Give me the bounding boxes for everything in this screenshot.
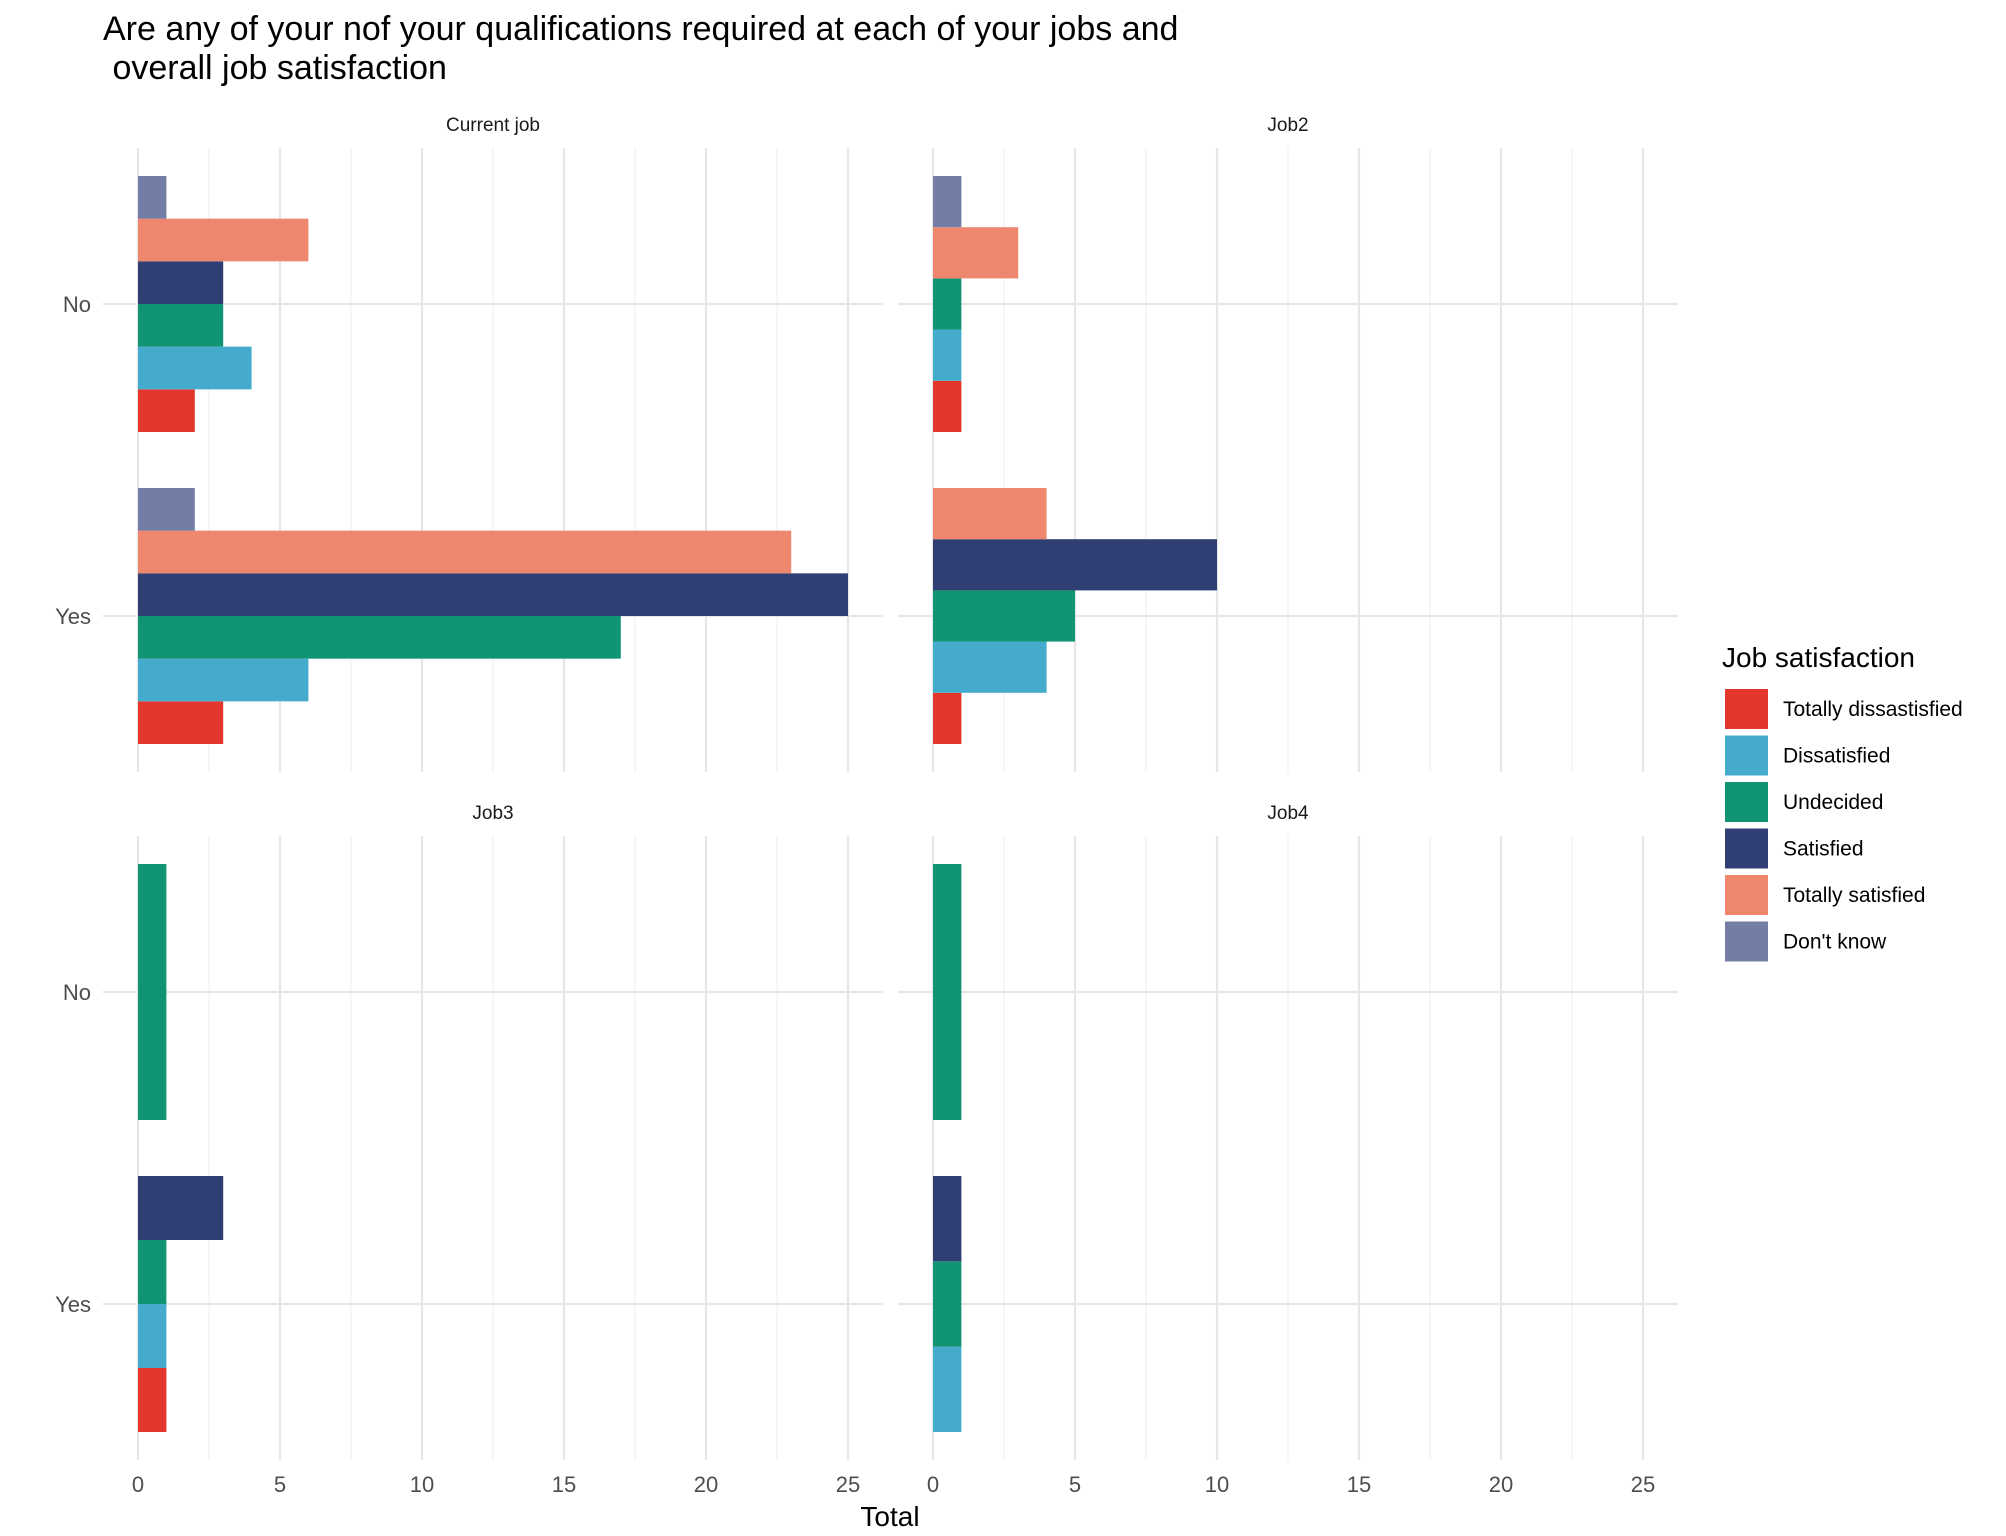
chart-title-line-2: overall job satisfaction <box>103 49 447 87</box>
bar-job2-no-totally-dissastisfied <box>933 380 962 432</box>
bar-current-job-no-satisfied <box>138 261 224 304</box>
bar-job3-yes-dissatisfied <box>138 1304 167 1368</box>
bar-job2-no-don-t-know <box>933 176 962 228</box>
bar-job2-yes-totally-satisfied <box>933 488 1047 540</box>
x-tick-label: 25 <box>836 1472 860 1497</box>
legend-label-dissatisfied: Dissatisfied <box>1783 745 1890 768</box>
x-tick-label: 15 <box>552 1472 576 1497</box>
x-tick-label: 25 <box>1631 1472 1655 1497</box>
x-tick-label: 10 <box>1205 1472 1229 1497</box>
bar-current-job-yes-satisfied <box>138 573 848 616</box>
bar-current-job-yes-totally-satisfied <box>138 530 792 574</box>
bar-current-job-yes-undecided <box>138 616 621 659</box>
bar-job3-yes-satisfied <box>138 1176 224 1240</box>
bar-job2-yes-satisfied <box>933 539 1217 591</box>
panel-job4: Job4 0 5 10 15 20 25 <box>898 803 1678 1497</box>
y-tick-label: No <box>63 292 91 317</box>
panel-title: Current job <box>446 115 540 136</box>
x-tick-label: 15 <box>1347 1472 1371 1497</box>
legend-key-satisfied <box>1725 828 1768 869</box>
bar-job4-yes-satisfied <box>933 1176 962 1262</box>
legend-key-don-t-know <box>1725 921 1768 962</box>
panel-job2: Job2 <box>898 115 1678 772</box>
bar-current-job-no-totally-satisfied <box>138 218 309 262</box>
bar-job4-yes-undecided <box>933 1261 962 1347</box>
legend-key-totally-dissastisfied <box>1725 689 1768 729</box>
x-tick-label: 5 <box>274 1472 286 1497</box>
bar-current-job-yes-totally-dissastisfied <box>138 701 224 744</box>
bar-job3-yes-undecided <box>138 1240 167 1304</box>
bar-job2-yes-totally-dissastisfied <box>933 692 962 744</box>
panel-current-job: Current job No Yes <box>55 115 883 772</box>
x-tick-label: 5 <box>1069 1472 1081 1497</box>
x-axis-label: Total <box>860 1501 919 1532</box>
x-tick-label: 20 <box>694 1472 718 1497</box>
bar-current-job-yes-dissatisfied <box>138 658 309 702</box>
legend-label-don-t-know: Don't know <box>1783 931 1887 954</box>
bar-current-job-no-totally-dissastisfied <box>138 389 195 432</box>
bar-job2-no-totally-satisfied <box>933 227 1019 279</box>
bar-job4-yes-dissatisfied <box>933 1346 962 1432</box>
legend-label-satisfied: Satisfied <box>1783 838 1864 861</box>
bar-job2-no-dissatisfied <box>933 329 962 381</box>
chart-title-line-1: Are any of your nof your qualifications … <box>103 10 1178 48</box>
bar-current-job-no-undecided <box>138 304 224 347</box>
legend-key-dissatisfied <box>1725 735 1768 776</box>
x-tick-label: 20 <box>1489 1472 1513 1497</box>
x-tick-label: 10 <box>410 1472 434 1497</box>
bar-current-job-no-don-t-know <box>138 176 167 219</box>
bar-job4-no-undecided <box>933 864 962 1120</box>
panel-title: Job2 <box>1267 115 1308 136</box>
bar-current-job-yes-don-t-know <box>138 488 195 531</box>
bar-job2-yes-undecided <box>933 590 1075 642</box>
panel-title: Job3 <box>472 803 513 824</box>
y-tick-label: No <box>63 980 91 1005</box>
legend-label-totally-dissastisfied: Totally dissastisfied <box>1783 698 1963 721</box>
bar-job3-no-undecided <box>138 864 167 1120</box>
legend-label-undecided: Undecided <box>1783 791 1883 814</box>
legend: Job satisfaction Totally dissastisfied Di… <box>1722 642 1963 962</box>
legend-title: Job satisfaction <box>1722 642 1915 673</box>
y-tick-label: Yes <box>55 1292 91 1317</box>
legend-key-undecided <box>1725 782 1768 822</box>
bar-current-job-no-dissatisfied <box>138 346 252 390</box>
legend-key-totally-satisfied <box>1725 875 1768 915</box>
panel-title: Job4 <box>1267 803 1309 824</box>
bar-job2-yes-dissatisfied <box>933 641 1047 693</box>
y-tick-label: Yes <box>55 604 91 629</box>
panel-job3: Job3 No Yes 0 5 10 15 20 25 <box>55 803 883 1497</box>
bar-job3-yes-totally-dissastisfied <box>138 1368 167 1432</box>
x-tick-label: 0 <box>927 1472 939 1497</box>
x-tick-label: 0 <box>132 1472 144 1497</box>
bar-job2-no-undecided <box>933 278 962 330</box>
legend-label-totally-satisfied: Totally satisfied <box>1783 884 1925 907</box>
